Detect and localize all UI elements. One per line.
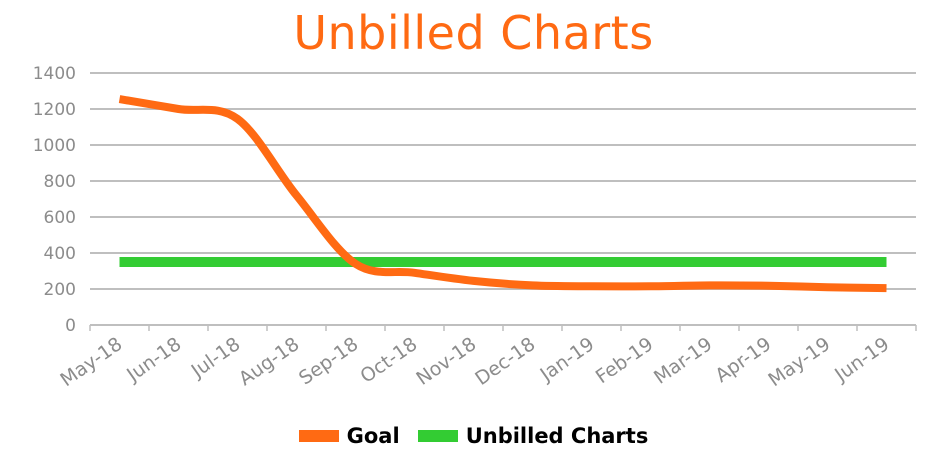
- x-tick-label-sep-18: Sep-18: [295, 333, 362, 389]
- x-tick-label-jul-18: Jul-18: [187, 333, 245, 383]
- x-tick-label-nov-18: Nov-18: [412, 333, 480, 390]
- legend-label-goal: Goal: [346, 424, 400, 448]
- y-tick-label-200: 200: [44, 280, 76, 300]
- x-tick-label-jan-19: Jan-19: [536, 333, 599, 386]
- y-tick-label-1400: 1400: [33, 64, 76, 84]
- legend-swatch-goal: [298, 430, 339, 442]
- x-tick-label-dec-18: Dec-18: [471, 333, 539, 390]
- x-tick-label-may-18: May-18: [56, 333, 126, 391]
- legend-item-goal: Goal: [298, 424, 400, 448]
- legend-item-unbilled-charts: Unbilled Charts: [417, 424, 649, 448]
- chart-title: Unbilled Charts: [293, 6, 654, 60]
- x-tick-label-jun-19: Jun-19: [830, 333, 893, 386]
- y-tick-label-0: 0: [65, 316, 76, 336]
- x-tick-label-mar-19: Mar-19: [650, 333, 716, 389]
- y-tick-label-1000: 1000: [33, 136, 76, 156]
- y-tick-label-1200: 1200: [33, 100, 76, 120]
- legend-label-unbilled-charts: Unbilled Charts: [465, 424, 649, 448]
- x-tick-label-jun-18: Jun-18: [122, 333, 185, 386]
- legend-swatch-unbilled-charts: [417, 430, 458, 442]
- y-tick-label-400: 400: [44, 244, 76, 264]
- x-tick-label-may-19: May-19: [764, 333, 834, 391]
- x-tick-label-apr-19: Apr-19: [711, 333, 775, 387]
- x-tick-label-oct-18: Oct-18: [356, 333, 421, 388]
- x-tick-label-feb-19: Feb-19: [592, 333, 658, 388]
- legend: Goal Unbilled Charts: [0, 424, 947, 448]
- series-line-goal: [118, 95, 887, 293]
- y-tick-label-600: 600: [44, 208, 76, 228]
- y-tick-label-800: 800: [44, 172, 76, 192]
- x-tick-label-aug-18: Aug-18: [235, 333, 303, 390]
